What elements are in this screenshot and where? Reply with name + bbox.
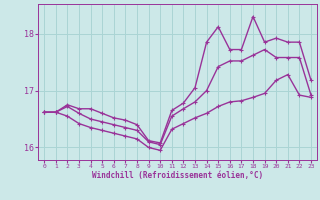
X-axis label: Windchill (Refroidissement éolien,°C): Windchill (Refroidissement éolien,°C) [92,171,263,180]
